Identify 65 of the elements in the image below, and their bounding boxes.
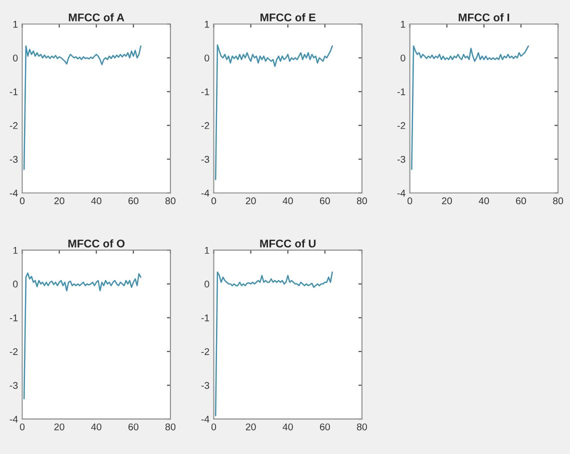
y-tick-label: -3 — [201, 156, 210, 163]
y-tick-label: 1 — [401, 20, 406, 28]
x-tick-label: 0 — [20, 423, 25, 430]
x-tick-label: 0 — [211, 197, 216, 204]
y-tick-label: -1 — [397, 88, 406, 96]
x-tick-label: 80 — [553, 197, 564, 204]
line-series — [411, 45, 530, 170]
chart-title: MFCC of O — [68, 239, 125, 248]
x-tick-label: 60 — [320, 197, 330, 204]
chart-title: MFCC of I — [458, 13, 510, 22]
chart-title: MFCC of U — [260, 239, 316, 248]
y-tick-label: 0 — [13, 280, 18, 288]
y-tick-label: 1 — [13, 246, 18, 254]
y-tick-label: 0 — [204, 280, 210, 288]
y-tick-label: -2 — [10, 122, 18, 129]
line-series — [214, 44, 333, 180]
x-tick-label: 40 — [282, 423, 293, 430]
y-tick-label: -1 — [201, 314, 210, 322]
x-tick-label: 20 — [246, 197, 256, 204]
y-tick-label: -2 — [201, 348, 210, 356]
chart-title: MFCC of A — [68, 13, 124, 22]
y-tick-label: -4 — [10, 190, 18, 196]
y-tick-label: -3 — [201, 382, 210, 389]
line-series — [214, 271, 333, 416]
x-tick-label: 20 — [442, 197, 452, 204]
x-tick-label: 20 — [246, 423, 256, 430]
y-tick-label: -4 — [10, 416, 18, 423]
y-tick-label: -3 — [10, 156, 18, 163]
x-tick-label: 40 — [478, 197, 489, 204]
y-tick-label: -2 — [201, 122, 210, 129]
x-tick-label: 60 — [128, 197, 138, 204]
x-tick-label: 0 — [20, 197, 25, 204]
line-series — [23, 272, 142, 400]
y-tick-label: 1 — [13, 20, 18, 28]
x-tick-label: 60 — [320, 423, 330, 430]
x-tick-label: 40 — [282, 197, 293, 204]
y-tick-label: -3 — [10, 382, 18, 389]
chart-title: MFCC of E — [260, 13, 316, 22]
y-tick-label: 0 — [400, 54, 406, 62]
x-tick-label: 40 — [91, 197, 102, 204]
y-tick-label: -4 — [397, 190, 406, 196]
y-tick-label: 1 — [204, 246, 210, 254]
x-tick-label: 0 — [408, 197, 412, 204]
y-tick-label: -1 — [10, 314, 18, 322]
y-tick-label: -4 — [201, 190, 210, 196]
y-tick-label: -1 — [201, 88, 210, 96]
x-tick-label: 20 — [54, 423, 64, 430]
x-tick-label: 80 — [165, 423, 176, 430]
x-tick-label: 60 — [128, 423, 138, 430]
line-series — [23, 45, 142, 170]
x-tick-label: 60 — [516, 197, 526, 204]
y-tick-label: -2 — [10, 348, 18, 356]
y-tick-label: -4 — [201, 416, 210, 423]
x-tick-label: 0 — [211, 423, 216, 430]
y-tick-label: -2 — [397, 122, 406, 129]
x-tick-label: 80 — [356, 423, 367, 430]
y-tick-label: 1 — [204, 20, 210, 28]
y-tick-label: -1 — [10, 88, 18, 96]
y-tick-label: 0 — [13, 54, 18, 62]
y-tick-label: -3 — [397, 156, 406, 163]
x-tick-label: 40 — [91, 423, 102, 430]
x-tick-label: 80 — [356, 197, 367, 204]
y-tick-label: 0 — [204, 54, 210, 62]
x-tick-label: 80 — [165, 197, 176, 204]
x-tick-label: 20 — [54, 197, 64, 204]
